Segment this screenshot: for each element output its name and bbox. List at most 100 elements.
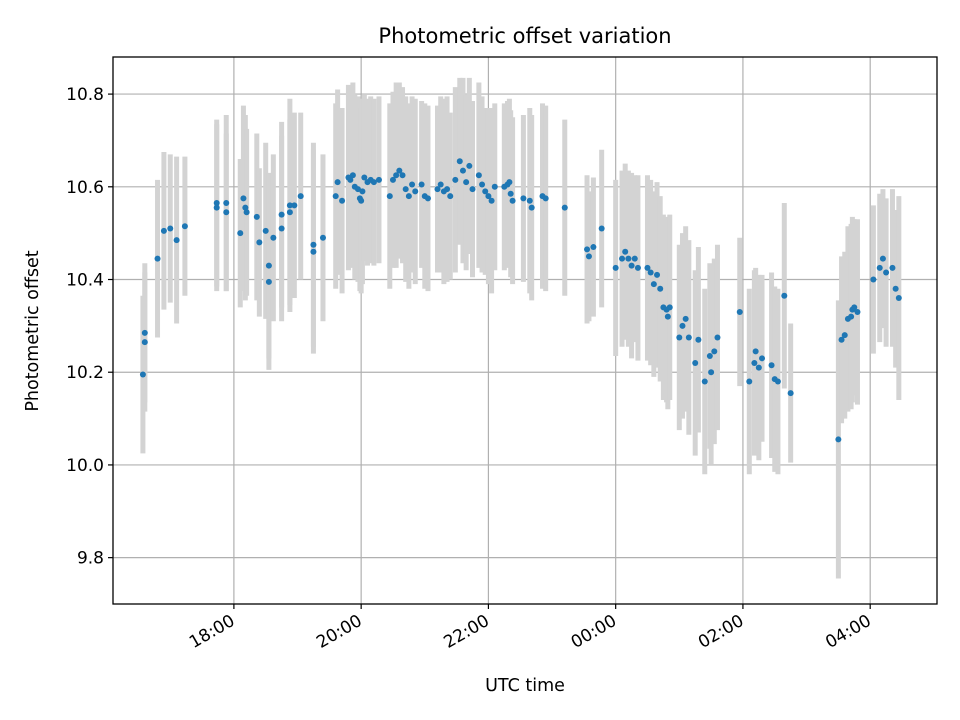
data-point [389, 176, 396, 183]
data-point [650, 281, 657, 288]
data-point [701, 378, 708, 385]
data-point [848, 313, 855, 320]
data-point [181, 223, 188, 230]
data-point [851, 304, 858, 311]
y-tick-label: 10.4 [66, 271, 104, 291]
data-point [838, 336, 845, 343]
data-point [706, 352, 713, 359]
data-point [141, 339, 148, 346]
data-point [755, 364, 762, 371]
data-point [520, 195, 527, 202]
data-point [631, 255, 638, 262]
data-point [895, 295, 902, 302]
data-point [883, 269, 890, 276]
data-point [347, 176, 354, 183]
data-point [644, 264, 651, 271]
data-point [768, 362, 775, 369]
data-point [359, 188, 366, 195]
x-tick-label: 18:00 [186, 611, 238, 653]
data-point [488, 197, 495, 204]
data-point [253, 213, 260, 220]
data-point [240, 195, 247, 202]
data-point [256, 239, 263, 246]
data-point [459, 167, 466, 174]
data-point [243, 209, 250, 216]
data-point [154, 255, 161, 262]
data-points [139, 158, 902, 443]
data-point [310, 241, 317, 248]
x-tick-label: 00:00 [568, 611, 620, 653]
data-point [297, 193, 304, 200]
data-point [270, 234, 277, 241]
data-point [746, 378, 753, 385]
data-point [509, 197, 516, 204]
data-point [679, 322, 686, 329]
x-tick-label: 20:00 [313, 611, 365, 653]
data-point [463, 179, 470, 186]
data-point [870, 276, 877, 283]
data-point [485, 193, 492, 200]
data-point [654, 271, 661, 278]
data-point [676, 334, 683, 341]
data-point [319, 234, 326, 241]
data-point [584, 246, 591, 253]
data-point [437, 181, 444, 188]
data-point [160, 227, 167, 234]
data-point [634, 264, 641, 271]
data-point [409, 181, 416, 188]
data-point [542, 195, 549, 202]
data-point [507, 190, 514, 197]
data-point [213, 204, 220, 211]
data-point [585, 253, 592, 260]
data-point [711, 348, 718, 355]
data-point [482, 188, 489, 195]
data-point [139, 371, 146, 378]
data-point [447, 193, 454, 200]
data-point [286, 202, 293, 209]
x-tick-label: 22:00 [440, 611, 492, 653]
data-point [375, 176, 382, 183]
data-point [892, 285, 899, 292]
data-point [622, 248, 629, 255]
data-point [444, 186, 451, 193]
y-tick-label: 10.0 [66, 456, 104, 476]
data-point [361, 174, 368, 181]
data-point [714, 334, 721, 341]
data-point [265, 278, 272, 285]
data-point [370, 179, 377, 186]
y-axis-label: Photometric offset [23, 250, 43, 411]
plot-frame [112, 56, 938, 605]
data-point [332, 193, 339, 200]
data-point [787, 390, 794, 397]
data-point [424, 195, 431, 202]
data-point [386, 193, 393, 200]
data-point [334, 179, 341, 186]
data-point [167, 225, 174, 232]
x-tick-label: 04:00 [822, 611, 874, 653]
data-point [412, 188, 419, 195]
data-point [402, 186, 409, 193]
data-point [835, 436, 842, 443]
data-point [619, 255, 626, 262]
data-point [278, 225, 285, 232]
data-point [491, 183, 498, 190]
data-point [173, 237, 180, 244]
data-point [666, 304, 673, 311]
data-point [774, 378, 781, 385]
y-tick-label: 10.2 [66, 363, 104, 383]
data-point [528, 204, 535, 211]
data-point [475, 172, 482, 179]
data-point [736, 308, 743, 315]
data-point [286, 209, 293, 216]
data-point [657, 285, 664, 292]
data-point [349, 172, 356, 179]
data-point [242, 204, 249, 211]
data-point [418, 181, 425, 188]
data-point [265, 262, 272, 269]
data-point [399, 172, 406, 179]
data-point [469, 186, 476, 193]
data-point [664, 313, 671, 320]
data-point [759, 355, 766, 362]
data-point [354, 186, 361, 193]
